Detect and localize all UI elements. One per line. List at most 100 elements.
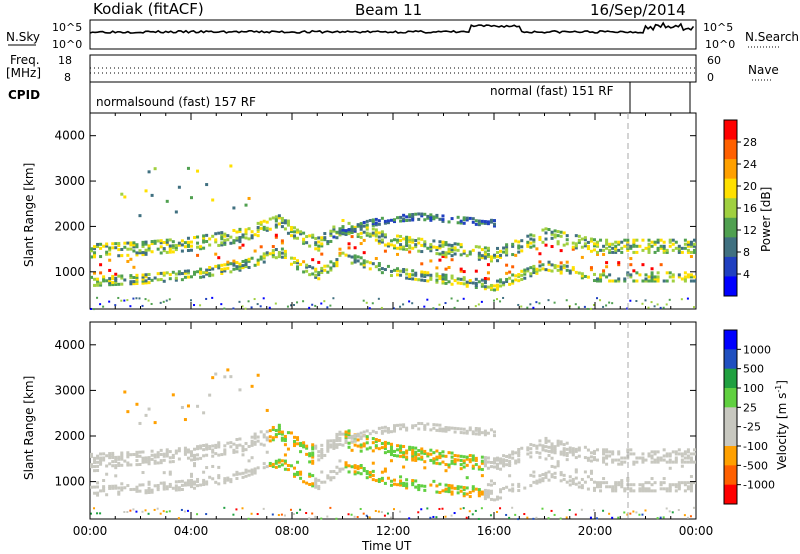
scatter-cell <box>402 245 406 249</box>
scatter-cell <box>356 465 360 469</box>
scatter-cell <box>235 238 239 242</box>
scatter-cell <box>186 244 190 248</box>
scatter-cell <box>259 245 263 249</box>
scatter-cell <box>396 444 400 448</box>
scatter-cell <box>423 424 427 428</box>
scatter-cell <box>511 265 515 269</box>
scatter-cell <box>296 436 300 440</box>
scatter-cell <box>635 244 639 248</box>
scatter-cell <box>365 514 368 517</box>
scatter-cell <box>359 231 363 235</box>
scatter-cell <box>614 458 618 462</box>
scatter-cell <box>596 279 600 283</box>
scatter-cell <box>202 444 206 448</box>
scatter-cell <box>402 303 405 306</box>
scatter-cell <box>592 451 596 455</box>
scatter-cell <box>405 248 409 252</box>
scatter-cell <box>405 276 409 280</box>
scatter-cell <box>489 218 493 222</box>
scatter-cell <box>153 508 156 511</box>
scatter-cell <box>480 254 484 258</box>
scatter-cell <box>586 240 590 244</box>
scatter-cell <box>335 432 339 436</box>
scatter-cell <box>474 456 478 460</box>
scatter-cell <box>526 269 530 273</box>
scatter-cell <box>238 264 242 268</box>
scatter-cell <box>683 279 687 283</box>
scatter-cell <box>311 451 315 455</box>
scatter-cell <box>689 275 693 279</box>
scatter-cell <box>332 229 336 233</box>
scatter-cell <box>96 244 100 248</box>
scatter-cell <box>550 245 554 249</box>
scatter-cell <box>305 444 309 448</box>
scatter-cell <box>250 439 254 443</box>
scatter-cell <box>456 491 460 495</box>
scatter-cell <box>459 467 463 471</box>
scatter-cell <box>480 459 484 463</box>
scatter-cell <box>441 214 445 218</box>
scatter-cell <box>650 460 654 464</box>
scatter-cell <box>241 264 245 268</box>
scatter-cell <box>674 246 678 250</box>
scatter-cell <box>602 305 605 308</box>
x-tick-label: 20:00 <box>578 524 613 538</box>
scatter-cell <box>102 452 106 456</box>
scatter-cell <box>435 280 439 284</box>
scatter-cell <box>477 245 481 249</box>
scatter-cell <box>326 445 330 449</box>
scatter-cell <box>220 243 224 247</box>
scatter-cell <box>532 306 535 309</box>
scatter-cell <box>438 240 442 244</box>
scatter-cell <box>438 303 441 306</box>
scatter-cell <box>647 454 651 458</box>
scatter-cell <box>444 463 448 467</box>
scatter-cell <box>211 234 215 238</box>
scatter-cell <box>599 485 603 489</box>
scatter-cell <box>356 255 360 259</box>
scatter-cell <box>483 256 487 260</box>
scatter-cell <box>583 238 587 242</box>
scatter-cell <box>562 266 566 270</box>
scatter-cell <box>129 247 133 251</box>
scatter-cell <box>468 426 472 430</box>
scatter-cell <box>193 272 197 276</box>
scatter-cell <box>144 460 148 464</box>
scatter-cell <box>665 248 669 252</box>
scatter-cell <box>599 275 603 279</box>
scatter-cell <box>462 492 466 496</box>
scatter-cell <box>129 274 133 278</box>
scatter-cell <box>396 216 400 220</box>
colorbar-swatch <box>724 237 737 258</box>
scatter-cell <box>277 423 281 427</box>
scatter-cell <box>108 300 111 303</box>
scatter-cell <box>386 219 390 223</box>
scatter-cell <box>262 507 265 510</box>
scatter-cell <box>689 460 693 464</box>
scatter-cell <box>520 446 524 450</box>
scatter-cell <box>317 458 321 462</box>
scatter-cell <box>489 288 493 292</box>
scatter-cell <box>577 454 581 458</box>
scatter-cell <box>141 244 145 248</box>
scatter-cell <box>547 439 551 443</box>
scatter-cell <box>105 464 109 468</box>
scatter-cell <box>596 481 600 485</box>
scatter-cell <box>650 483 654 487</box>
scatter-cell <box>480 455 484 459</box>
scatter-cell <box>420 455 424 459</box>
scatter-cell <box>686 297 689 300</box>
freq-tick-low: 8 <box>64 71 71 84</box>
scatter-cell <box>602 271 606 275</box>
scatter-cell <box>289 431 293 435</box>
scatter-cell <box>689 255 693 259</box>
scatter-cell <box>508 455 512 459</box>
freq-strip-frame <box>89 54 697 83</box>
scatter-cell <box>611 489 615 493</box>
scatter-cell <box>183 481 187 485</box>
scatter-cell <box>426 454 430 458</box>
scatter-cell <box>344 231 348 235</box>
scatter-cell <box>574 456 578 460</box>
scatter-cell <box>420 212 424 216</box>
